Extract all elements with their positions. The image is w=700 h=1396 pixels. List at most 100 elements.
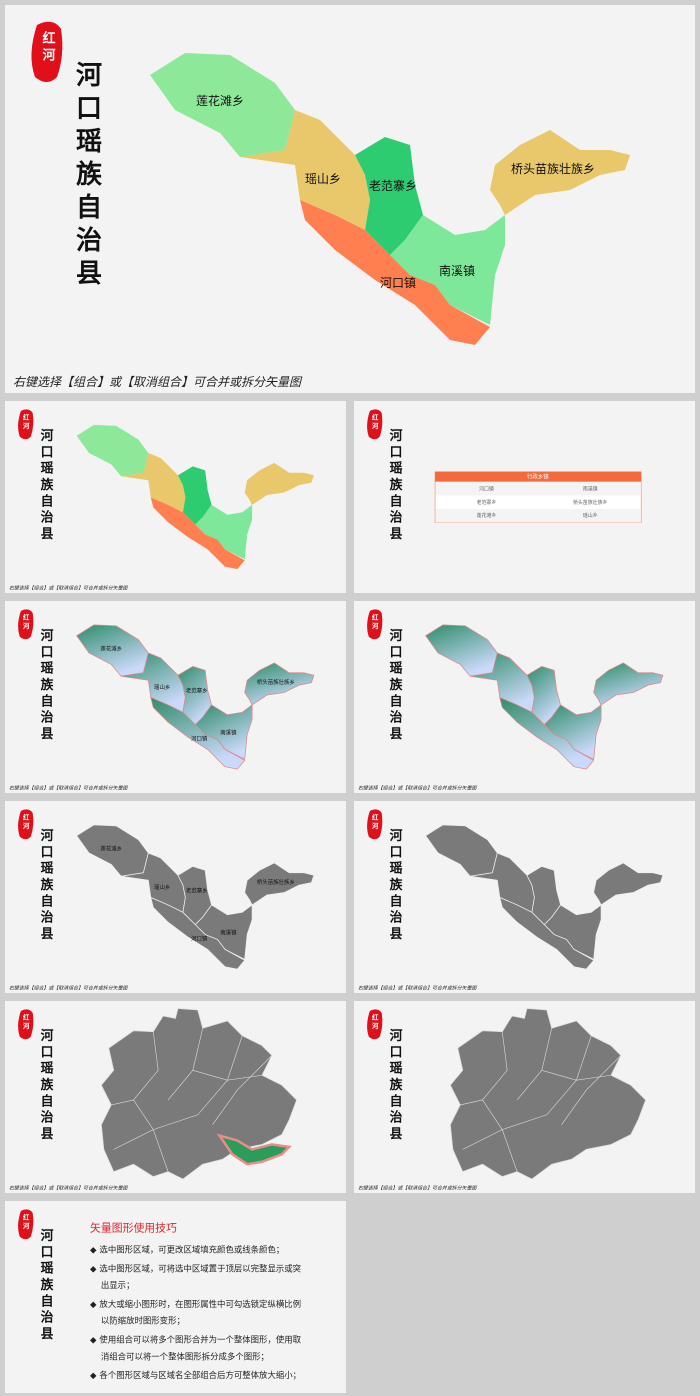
seal <box>367 809 383 840</box>
seal-text: 红河 <box>22 1213 30 1231</box>
region <box>240 110 370 230</box>
region-label: 河口镇 <box>191 734 208 742</box>
slide: 红河 河口瑶族自治县右键选择【组合】或【取消组合】可合并或拆分矢量图 <box>354 1001 695 1193</box>
seal-text: 红河 <box>40 30 56 65</box>
region <box>593 662 664 706</box>
region-label: 瑶山乡 <box>154 683 170 691</box>
region <box>499 696 595 770</box>
vertical-title: 河口瑶族自治县 <box>39 1228 53 1343</box>
seal <box>367 1009 383 1040</box>
tip-text: 各个图形区域与区域名全部组合后方可整体放大缩小； <box>99 1370 302 1381</box>
vertical-title: 河口瑶族自治县 <box>39 1028 53 1143</box>
tip-item: ◆ 选中图形区域，可更改区域填充颜色或线条颜色； <box>90 1242 307 1259</box>
region <box>390 215 505 325</box>
tip-text: 使用组合可以将多个图形合并为一个整体图形，使用取消组合可以将一个整体图形拆分成多… <box>99 1335 302 1362</box>
boundary <box>167 1028 203 1101</box>
region-label: 南溪镇 <box>220 729 237 737</box>
region <box>244 462 314 505</box>
region <box>150 497 245 570</box>
table-header: 行政乡镇 <box>527 473 549 481</box>
vertical-title: 河口瑶族自治县 <box>39 628 53 743</box>
region <box>244 862 315 906</box>
boundary <box>462 1035 592 1150</box>
tip-text: 放大或缩小图形时，在图形属性中可勾选锁定纵横比例以防缩放时图形变形； <box>99 1299 302 1326</box>
region <box>150 896 246 970</box>
seal-text: 红河 <box>22 813 30 831</box>
tips-list: ◆ 选中图形区域，可更改区域填充颜色或线条颜色； ◆ 选中图形区域，可将选中区域置于顶… <box>90 1242 307 1384</box>
region-label: 老范寨乡 <box>186 687 208 695</box>
bullet: ◆ <box>90 1370 97 1381</box>
seal <box>367 409 383 440</box>
region <box>355 137 423 255</box>
slide: 红河 河口瑶族自治县 行政乡镇 河口镇 南溪镇 老范寨乡 桥头苗族壮族乡 莲花滩乡 瑶山乡 <box>354 401 695 593</box>
tip-item: ◆ 使用组合可以将多个图形合并为一个整体图形，使用取消组合可以将一个整体图形拆分成… <box>90 1332 307 1366</box>
table-cell: 莲花滩乡 <box>477 512 497 519</box>
region <box>244 662 315 706</box>
seal <box>18 1209 34 1240</box>
boundary <box>482 1099 518 1172</box>
region <box>150 53 295 157</box>
province <box>449 1008 647 1180</box>
caption: 右键选择【组合】或【取消组合】可合并或拆分矢量图 <box>9 984 129 991</box>
caption: 右键选择【组合】或【取消组合】可合并或拆分矢量图 <box>358 1184 478 1191</box>
table-cell: 瑶山乡 <box>583 512 598 519</box>
seal <box>18 809 34 840</box>
table-cell: 老范寨乡 <box>477 499 497 506</box>
region <box>425 824 498 877</box>
seal-text: 红河 <box>371 1013 379 1031</box>
region-label: 南溪镇 <box>439 263 475 278</box>
region-label: 老范寨乡 <box>186 887 208 895</box>
seal-text: 红河 <box>371 613 379 631</box>
boundary <box>192 1070 263 1081</box>
region <box>593 862 664 906</box>
tips-title: 矢量图形使用技巧 <box>90 1221 177 1235</box>
caption: 右键选择【组合】或【取消组合】可合并或拆分矢量图 <box>9 584 129 591</box>
vertical-title: 河口瑶族自治县 <box>39 828 53 943</box>
row-bg <box>435 508 641 523</box>
slide: 红河 河口瑶族自治县 右键选择【组合】或【取消组合】可合并或拆分矢量图 莲花滩乡 瑶山乡… <box>5 5 695 393</box>
tip-item: ◆ 选中图形区域，可将选中区域置于顶层以完整显示或突出显示； <box>90 1260 307 1294</box>
bullet: ◆ <box>90 1335 97 1345</box>
slide: 红河 河口瑶族自治县 右键选择【组合】或【取消组合】可合并或拆分矢量图 <box>5 401 346 593</box>
seal-text: 红河 <box>371 413 379 431</box>
slide: 红河 河口瑶族自治县 右键选择【组合】或【取消组合】可合并或拆分矢量图 <box>354 801 695 993</box>
region <box>121 453 186 513</box>
boundary <box>561 1055 622 1125</box>
region <box>490 130 630 215</box>
region-label: 老范寨乡 <box>369 178 417 193</box>
boundary <box>212 1055 273 1125</box>
region-label: 莲花滩乡 <box>196 93 244 108</box>
vertical-title: 河口瑶族自治县 <box>388 1028 402 1143</box>
caption: 右键选择【组合】或【取消组合】可合并或拆分矢量图 <box>358 984 478 991</box>
tip-text: 选中图形区域，可更改区域填充颜色或线条颜色； <box>99 1245 285 1255</box>
boundary <box>133 1099 169 1172</box>
bullet: ◆ <box>90 1299 97 1309</box>
region-label: 桥头苗族壮族乡 <box>257 678 295 686</box>
bullet: ◆ <box>90 1263 97 1274</box>
tip-text: 选中图形区域，可将选中区域置于顶层以完整显示或突出显示； <box>99 1263 302 1291</box>
seal <box>18 1009 34 1040</box>
bullet: ◆ <box>90 1245 97 1255</box>
seal <box>18 409 34 440</box>
region <box>499 896 595 970</box>
slide: 红河 河口瑶族自治县 右键选择【组合】或【取消组合】可合并或拆分矢量图 <box>5 1001 346 1193</box>
caption: 右键选择【组合】或【取消组合】可合并或拆分矢量图 <box>13 375 303 389</box>
region-label: 莲花滩乡 <box>100 645 122 653</box>
seal-text: 红河 <box>22 1013 30 1031</box>
seal-text: 红河 <box>22 613 30 631</box>
slide: 红河 河口瑶族自治县 右键选择【组合】或【取消组合】可合并或拆分矢量图 莲花滩乡 瑶山乡… <box>5 601 346 793</box>
vertical-title: 河口瑶族自治县 <box>388 428 402 543</box>
seal-text: 红河 <box>371 813 379 831</box>
region-label: 河口镇 <box>191 934 208 942</box>
region <box>195 504 253 560</box>
vertical-title: 河口瑶族自治县 <box>73 61 102 292</box>
table-cell: 河口镇 <box>479 486 494 493</box>
